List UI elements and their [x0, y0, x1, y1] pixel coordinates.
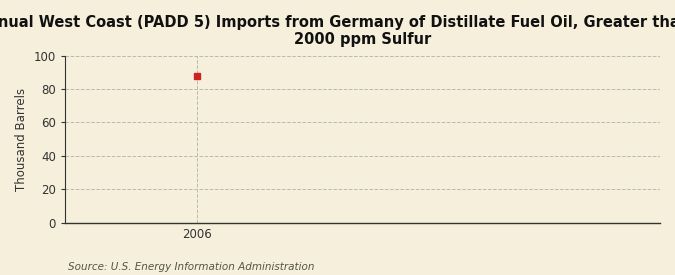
Text: Source: U.S. Energy Information Administration: Source: U.S. Energy Information Administ…	[68, 262, 314, 272]
Y-axis label: Thousand Barrels: Thousand Barrels	[15, 88, 28, 191]
Title: Annual West Coast (PADD 5) Imports from Germany of Distillate Fuel Oil, Greater : Annual West Coast (PADD 5) Imports from …	[0, 15, 675, 47]
